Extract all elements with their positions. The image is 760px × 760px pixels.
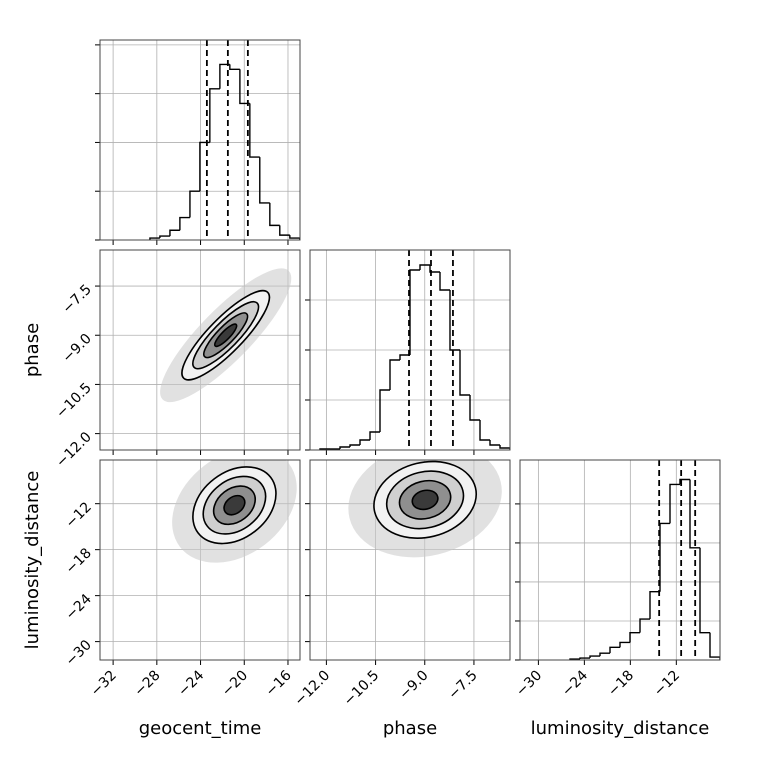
y-tick-label: −9.0: [59, 331, 94, 366]
panel: −32 −28 −24 −20 −16 −30 −24 −18 −12 geocent_time l…: [22, 459, 301, 739]
panel: −12.0 −10.5 −9.0 −7.5 phase: [22, 249, 301, 471]
contour: [411, 489, 439, 511]
hist-step: [209, 88, 220, 143]
hist-step: [389, 359, 400, 390]
hist-step: [259, 157, 270, 204]
x-tick-label: −32: [88, 668, 120, 700]
x-axis-label: geocent_time: [139, 718, 262, 739]
hist-step: [649, 591, 660, 620]
hist-step: [439, 272, 450, 291]
plot-area: [569, 460, 720, 660]
hist-step: [709, 632, 720, 660]
panel-frame: [99, 249, 301, 451]
contour: [213, 323, 238, 348]
hist-step: [579, 657, 590, 660]
hist-step: [339, 446, 350, 449]
panel: −12.0−10.5 −9.0 −7.5 phase: [292, 459, 511, 739]
hist-step: [409, 269, 420, 355]
hist-step: [449, 290, 460, 351]
hist-step: [369, 431, 380, 440]
panel: [305, 249, 511, 455]
panel-frame: [519, 459, 721, 661]
hist-step: [429, 265, 440, 273]
hist-step: [229, 64, 240, 70]
x-tick-label: −28: [131, 668, 163, 700]
x-tick-label: −30: [513, 668, 545, 700]
x-tick-label: −10.5: [341, 668, 383, 710]
y-axis-label: phase: [22, 323, 43, 377]
panel-frame: [99, 459, 301, 661]
hist-step: [619, 641, 630, 648]
plot-area: [319, 250, 510, 450]
y-tick-label: −18: [63, 545, 95, 577]
hist-step: [499, 445, 510, 450]
y-tick-label: −10.5: [53, 380, 95, 422]
hist-step: [469, 395, 480, 421]
hist-step: [249, 103, 260, 158]
contour: [223, 494, 246, 516]
y-axis-label: luminosity_distance: [22, 471, 43, 650]
x-tick-label: −16: [263, 667, 295, 699]
x-axis-label: phase: [383, 718, 437, 739]
hist-step: [239, 69, 250, 105]
hist-step: [279, 225, 290, 236]
hist-step: [379, 389, 390, 432]
hist-step: [199, 141, 210, 192]
plot-area: [348, 460, 502, 558]
hist-step: [689, 479, 700, 549]
hist-step: [489, 440, 500, 446]
hist-step: [179, 216, 190, 231]
x-tick-label: −7.5: [445, 668, 480, 703]
panel-frame: [99, 39, 301, 241]
hist-step: [599, 652, 610, 657]
hist-step: [629, 631, 640, 643]
hist-step: [159, 235, 170, 239]
hist-step: [359, 439, 370, 445]
plot-area: [172, 460, 297, 563]
y-tick-label: −7.5: [59, 282, 94, 317]
x-axis-label: luminosity_distance: [531, 718, 710, 739]
hist-step: [169, 229, 180, 237]
x-tick-label: −24: [175, 667, 207, 699]
hist-step: [479, 420, 490, 441]
panel: [95, 39, 301, 245]
x-tick-label: −12: [651, 668, 683, 700]
hist-step: [419, 264, 430, 270]
hist-step: [189, 190, 200, 218]
y-tick-label: −12.0: [53, 429, 95, 471]
x-tick-label: −9.0: [396, 668, 431, 703]
hist-step: [589, 655, 600, 659]
hist-step: [459, 350, 470, 396]
y-tick-label: −24: [63, 591, 95, 623]
x-tick-label: −20: [219, 668, 251, 700]
hist-step: [639, 618, 650, 633]
panel-frame: [309, 249, 511, 451]
x-tick-label: −24: [559, 667, 591, 699]
x-tick-label: −18: [605, 668, 637, 700]
hist-step: [679, 478, 690, 485]
hist-step: [219, 63, 230, 89]
y-tick-label: −12: [63, 499, 95, 531]
hist-step: [669, 483, 680, 524]
y-tick-label: −30: [63, 637, 95, 669]
hist-step: [609, 646, 620, 654]
hist-step: [399, 354, 410, 360]
panel-frame: [309, 459, 511, 661]
hist-step: [659, 522, 670, 592]
hist-step: [699, 547, 710, 634]
hist-step: [289, 235, 300, 240]
plot-area: [149, 40, 300, 240]
panel: −30 −24 −18 −12 luminosity_distance: [513, 459, 721, 739]
hist-step: [269, 202, 280, 227]
hist-step: [149, 237, 160, 240]
plot-area: [160, 268, 292, 403]
hist-step: [349, 444, 360, 447]
x-tick-label: −12.0: [292, 668, 334, 710]
